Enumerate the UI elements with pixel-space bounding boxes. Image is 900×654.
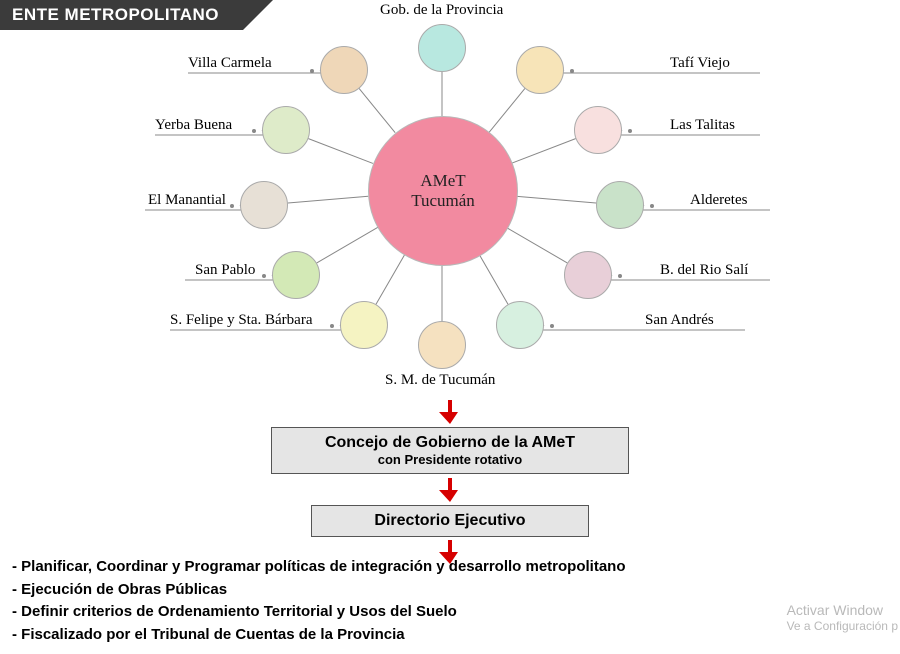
node-circle — [418, 321, 466, 369]
watermark-line2: Ve a Configuración p — [787, 619, 898, 634]
node-label: B. del Rio Salí — [660, 262, 748, 279]
windows-watermark: Activar Window Ve a Configuración p — [787, 602, 898, 635]
center-node: AMeT Tucumán — [368, 116, 518, 266]
node-circle — [596, 181, 644, 229]
node-label: El Manantial — [148, 192, 226, 209]
node-circle — [564, 251, 612, 299]
node-circle — [340, 301, 388, 349]
radial-diagram: AMeT Tucumán Gob. de la Provincia Tafí Vi… — [0, 0, 900, 400]
watermark-line1: Activar Window — [787, 602, 898, 620]
node-label: S. Felipe y Sta. Bárbara — [170, 312, 312, 329]
arrow-icon — [439, 478, 461, 504]
box-concejo-line1: Concejo de Gobierno de la AMeT — [290, 434, 610, 452]
node-label: Yerba Buena — [155, 117, 232, 134]
box-concejo-line2: con Presidente rotativo — [290, 452, 610, 467]
box-directorio: Directorio Ejecutivo — [311, 505, 589, 537]
box-concejo: Concejo de Gobierno de la AMeT con Presi… — [271, 427, 629, 474]
node-label: Tafí Viejo — [670, 55, 730, 72]
node-label: San Pablo — [195, 262, 255, 279]
node-circle — [516, 46, 564, 94]
box-directorio-line1: Directorio Ejecutivo — [330, 512, 570, 530]
node-circle — [320, 46, 368, 94]
bullet-item: Fiscalizado por el Tribunal de Cuentas d… — [12, 624, 888, 647]
bullet-item: Ejecución de Obras Públicas — [12, 579, 888, 602]
center-label-1: AMeT — [420, 171, 465, 191]
arrow-icon — [439, 400, 461, 426]
center-label-2: Tucumán — [411, 191, 475, 211]
bullet-list: Planificar, Coordinar y Programar políti… — [12, 556, 888, 646]
node-label: Alderetes — [690, 192, 747, 209]
node-circle — [262, 106, 310, 154]
bullet-item: Planificar, Coordinar y Programar políti… — [12, 556, 888, 579]
node-circle — [418, 24, 466, 72]
node-circle — [240, 181, 288, 229]
node-label: S. M. de Tucumán — [385, 372, 495, 389]
node-label: Gob. de la Provincia — [380, 2, 503, 19]
node-label: San Andrés — [645, 312, 714, 329]
node-circle — [496, 301, 544, 349]
node-circle — [272, 251, 320, 299]
node-label: Las Talitas — [670, 117, 735, 134]
node-label: Villa Carmela — [188, 55, 272, 72]
bullet-item: Definir criterios de Ordenamiento Territ… — [12, 601, 888, 624]
node-circle — [574, 106, 622, 154]
